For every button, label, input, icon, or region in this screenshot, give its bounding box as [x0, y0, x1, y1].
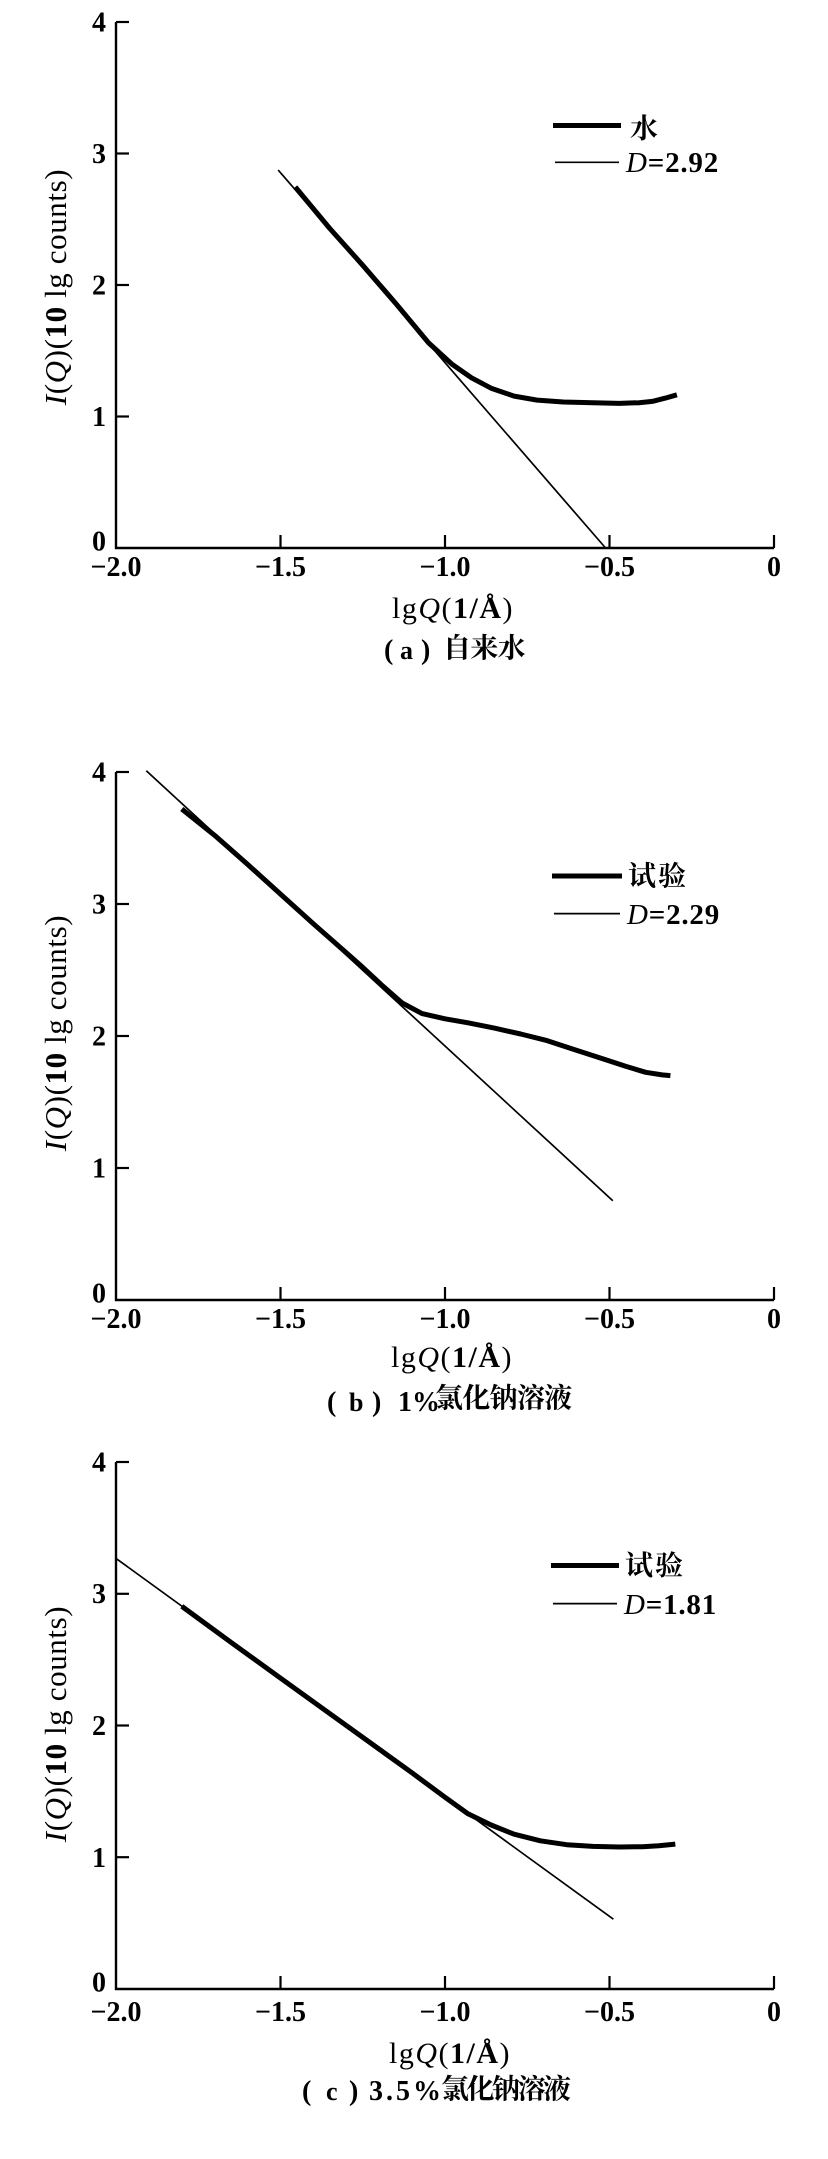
svg-text:1: 1 [92, 1154, 106, 1185]
svg-text:−1.5: −1.5 [255, 1997, 306, 2028]
svg-text:lgQ(1/Å): lgQ(1/Å) [391, 1341, 513, 1374]
svg-text:0: 0 [767, 1304, 781, 1335]
svg-text:): ) [349, 2076, 358, 2107]
svg-text:(: ( [302, 2076, 311, 2107]
svg-text:0: 0 [92, 527, 106, 558]
svg-text:D=2.29: D=2.29 [626, 899, 720, 931]
svg-text:2: 2 [92, 1022, 106, 1053]
svg-text:−1.0: −1.0 [420, 552, 471, 583]
svg-text:3: 3 [92, 1579, 106, 1610]
svg-text:3.5%: 3.5% [369, 2076, 444, 2107]
svg-text:2: 2 [92, 1711, 106, 1742]
svg-text:0: 0 [92, 1279, 106, 1310]
svg-text:D=1.81: D=1.81 [623, 1589, 717, 1621]
svg-text:−2.0: −2.0 [91, 1997, 142, 2028]
svg-text:(: ( [327, 1387, 336, 1418]
svg-text:1: 1 [92, 402, 106, 433]
svg-text:4: 4 [92, 1448, 106, 1479]
svg-text:a: a [400, 636, 413, 665]
svg-text:b: b [349, 1388, 363, 1417]
svg-text:−1.5: −1.5 [255, 1304, 306, 1335]
svg-text:0: 0 [767, 1997, 781, 2028]
svg-text:4: 4 [92, 758, 106, 789]
svg-text:2: 2 [92, 271, 106, 302]
svg-text:I(Q)(10 lg counts): I(Q)(10 lg counts) [38, 169, 73, 406]
svg-text:1%: 1% [398, 1387, 440, 1418]
svg-text:0: 0 [92, 1968, 106, 1999]
svg-text:−0.5: −0.5 [584, 1304, 635, 1335]
svg-text:−0.5: −0.5 [584, 1997, 635, 2028]
svg-text:c: c [326, 2077, 338, 2106]
svg-text:): ) [421, 635, 430, 666]
svg-text:(: ( [384, 635, 393, 666]
svg-text:0: 0 [767, 552, 781, 583]
svg-text:I(Q)(10 lg counts): I(Q)(10 lg counts) [38, 915, 73, 1152]
svg-text:−0.5: −0.5 [584, 552, 635, 583]
svg-text:lgQ(1/Å): lgQ(1/Å) [392, 592, 514, 625]
svg-text:D=2.92: D=2.92 [625, 147, 719, 179]
svg-text:−1.0: −1.0 [420, 1997, 471, 2028]
svg-text:−2.0: −2.0 [91, 1304, 142, 1335]
svg-text:−2.0: −2.0 [91, 552, 142, 583]
svg-text:lgQ(1/Å): lgQ(1/Å) [389, 2037, 511, 2070]
svg-text:1: 1 [92, 1843, 106, 1874]
svg-text:I(Q)(10 lg counts): I(Q)(10 lg counts) [38, 1606, 73, 1843]
svg-text:3: 3 [92, 139, 106, 170]
svg-text:4: 4 [92, 8, 106, 39]
svg-text:3: 3 [92, 890, 106, 921]
svg-text:−1.0: −1.0 [420, 1304, 471, 1335]
svg-text:): ) [372, 1387, 381, 1418]
svg-text:−1.5: −1.5 [255, 552, 306, 583]
